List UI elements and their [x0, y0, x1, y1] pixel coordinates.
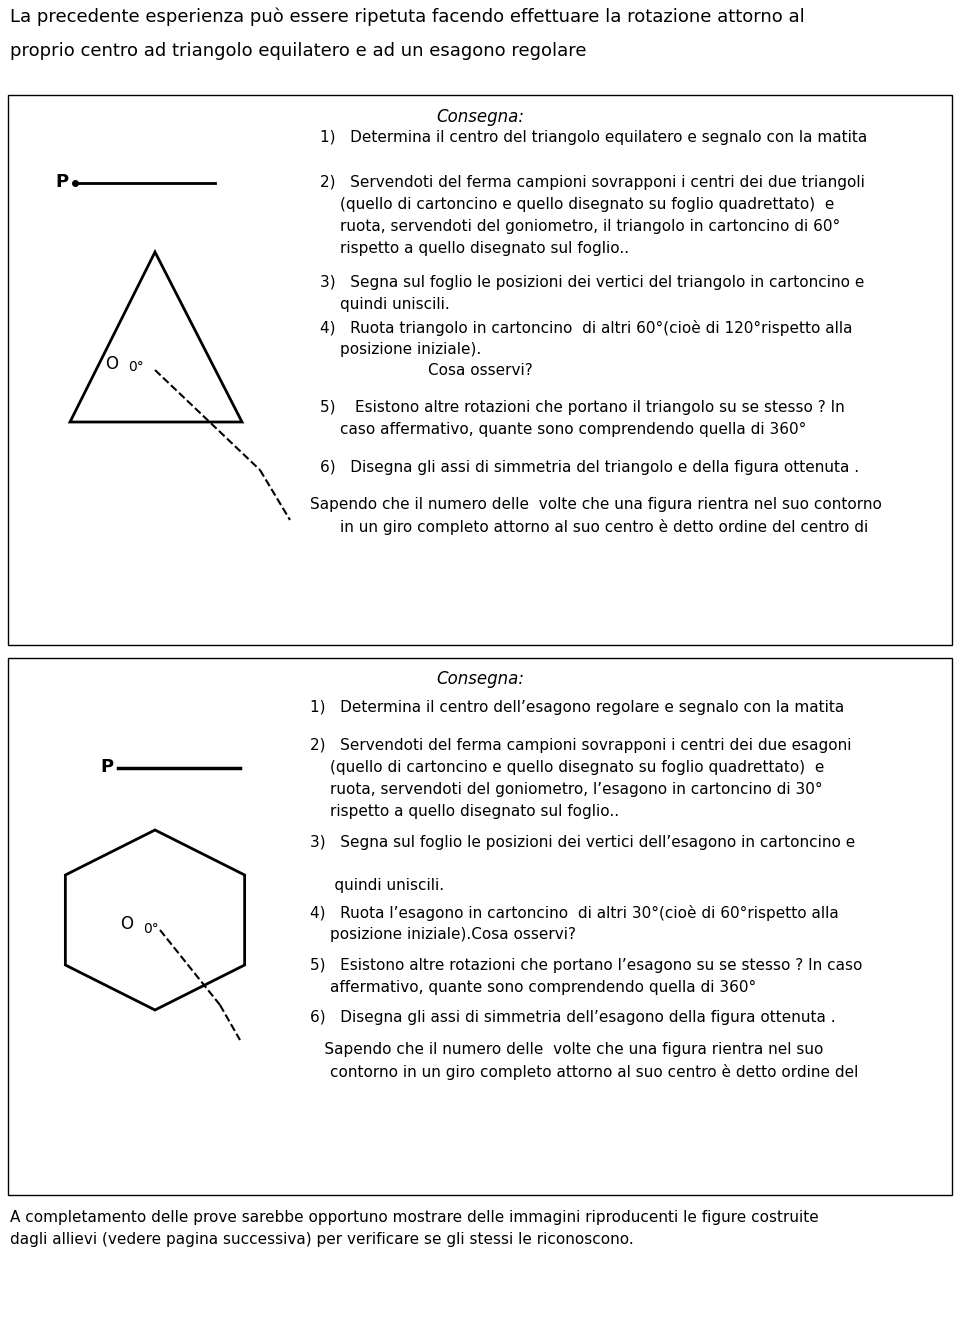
Text: Sapendo che il numero delle  volte che una figura rientra nel suo contorno: Sapendo che il numero delle volte che un… — [310, 497, 882, 512]
Text: 5)    Esistono altre rotazioni che portano il triangolo su se stesso ? In: 5) Esistono altre rotazioni che portano … — [320, 399, 845, 415]
Text: 0°: 0° — [143, 922, 158, 937]
Text: 2)   Servendoti del ferma campioni sovrapponi i centri dei due esagoni: 2) Servendoti del ferma campioni sovrapp… — [310, 737, 852, 754]
Text: Consegna:: Consegna: — [436, 108, 524, 126]
Text: rispetto a quello disegnato sul foglio..: rispetto a quello disegnato sul foglio.. — [330, 804, 619, 819]
Text: P: P — [100, 758, 113, 776]
Text: ruota, servendoti del goniometro, l’esagono in cartoncino di 30°: ruota, servendoti del goniometro, l’esag… — [330, 782, 823, 798]
Text: 3)   Segna sul foglio le posizioni dei vertici del triangolo in cartoncino e: 3) Segna sul foglio le posizioni dei ver… — [320, 275, 864, 290]
Text: proprio centro ad triangolo equilatero e ad un esagono regolare: proprio centro ad triangolo equilatero e… — [10, 41, 587, 60]
Text: 1)   Determina il centro del triangolo equilatero e segnalo con la matita: 1) Determina il centro del triangolo equ… — [320, 130, 867, 146]
Text: 4)   Ruota triangolo in cartoncino  di altri 60°(cioè di 120°rispetto alla: 4) Ruota triangolo in cartoncino di altr… — [320, 321, 852, 335]
Text: Sapendo che il numero delle  volte che una figura rientra nel suo: Sapendo che il numero delle volte che un… — [300, 1042, 824, 1057]
Text: quindi uniscili.: quindi uniscili. — [340, 297, 449, 313]
Text: affermativo, quante sono comprendendo quella di 360°: affermativo, quante sono comprendendo qu… — [330, 981, 756, 995]
Text: posizione iniziale).Cosa osservi?: posizione iniziale).Cosa osservi? — [330, 927, 576, 942]
Text: ruota, servendoti del goniometro, il triangolo in cartoncino di 60°: ruota, servendoti del goniometro, il tri… — [340, 219, 840, 234]
Text: rispetto a quello disegnato sul foglio..: rispetto a quello disegnato sul foglio.. — [340, 240, 629, 257]
Text: 6)   Disegna gli assi di simmetria del triangolo e della figura ottenuta .: 6) Disegna gli assi di simmetria del tri… — [320, 460, 859, 476]
Text: Cosa osservi?: Cosa osservi? — [427, 363, 533, 378]
Text: A completamento delle prove sarebbe opportuno mostrare delle immagini riproducen: A completamento delle prove sarebbe oppo… — [10, 1210, 819, 1225]
Text: in un giro completo attorno al suo centro è detto ordine del centro di: in un giro completo attorno al suo centr… — [340, 518, 868, 534]
Bar — [8, 95, 952, 645]
Text: caso affermativo, quante sono comprendendo quella di 360°: caso affermativo, quante sono comprenden… — [340, 422, 806, 437]
Text: (quello di cartoncino e quello disegnato su foglio quadrettato)  e: (quello di cartoncino e quello disegnato… — [340, 196, 834, 212]
Text: Consegna:: Consegna: — [436, 669, 524, 688]
Text: 3)   Segna sul foglio le posizioni dei vertici dell’esagono in cartoncino e: 3) Segna sul foglio le posizioni dei ver… — [310, 835, 855, 850]
Text: 4)   Ruota l’esagono in cartoncino  di altri 30°(cioè di 60°rispetto alla: 4) Ruota l’esagono in cartoncino di altr… — [310, 904, 839, 921]
Text: P: P — [55, 172, 68, 191]
Text: 2)   Servendoti del ferma campioni sovrapponi i centri dei due triangoli: 2) Servendoti del ferma campioni sovrapp… — [320, 175, 865, 190]
Text: O: O — [120, 915, 133, 933]
Text: posizione iniziale).: posizione iniziale). — [340, 342, 481, 357]
Text: 5)   Esistono altre rotazioni che portano l’esagono su se stesso ? In caso: 5) Esistono altre rotazioni che portano … — [310, 958, 862, 973]
Text: La precedente esperienza può essere ripetuta facendo effettuare la rotazione att: La precedente esperienza può essere ripe… — [10, 8, 804, 27]
Text: dagli allievi (vedere pagina successiva) per verificare se gli stessi le riconos: dagli allievi (vedere pagina successiva)… — [10, 1232, 634, 1246]
Text: (quello di cartoncino e quello disegnato su foglio quadrettato)  e: (quello di cartoncino e quello disegnato… — [330, 760, 825, 775]
Text: contorno in un giro completo attorno al suo centro è detto ordine del: contorno in un giro completo attorno al … — [330, 1063, 858, 1079]
Text: O: O — [105, 355, 118, 373]
Bar — [8, 659, 952, 1194]
Text: quindi uniscili.: quindi uniscili. — [310, 878, 444, 892]
Text: 6)   Disegna gli assi di simmetria dell’esagono della figura ottenuta .: 6) Disegna gli assi di simmetria dell’es… — [310, 1010, 835, 1025]
Text: 0°: 0° — [128, 359, 144, 374]
Text: 1)   Determina il centro dell’esagono regolare e segnalo con la matita: 1) Determina il centro dell’esagono rego… — [310, 700, 844, 715]
